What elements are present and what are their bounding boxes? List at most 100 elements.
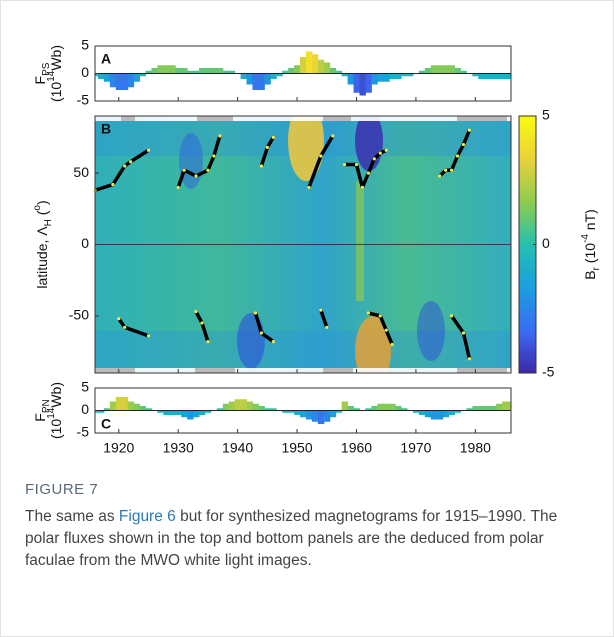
- colorbar-cell: [519, 175, 536, 181]
- panel-label: B: [101, 121, 111, 137]
- area-slice: [246, 73, 253, 85]
- area-slice: [294, 410, 301, 415]
- label-part: PS: [41, 62, 52, 76]
- area-slice: [454, 68, 461, 74]
- colorbar-cell: [519, 274, 536, 280]
- label-part: r: [591, 266, 602, 270]
- area-slice: [181, 410, 188, 418]
- caption-block: FIGURE 7 The same as Figure 6 but for sy…: [25, 481, 585, 572]
- faculae-point: [111, 182, 115, 187]
- label-part: F: [32, 76, 48, 85]
- area-slice: [97, 73, 105, 79]
- label-part: B: [582, 270, 598, 279]
- area-slice: [460, 70, 467, 74]
- faculae-point: [182, 168, 186, 172]
- area-slice: [472, 406, 479, 411]
- colorbar-cell: [519, 244, 536, 250]
- area-slice: [484, 73, 491, 79]
- area-slice: [145, 408, 152, 411]
- label-part: latitude, Λ: [34, 226, 50, 289]
- colorbar-cell: [519, 261, 536, 267]
- area-slice: [121, 73, 129, 90]
- caption-text: but for synthesized magnetograms for 191…: [25, 508, 558, 569]
- faculae-point: [129, 160, 133, 164]
- colorbar-cell: [519, 180, 536, 186]
- colorbar-cell: [519, 188, 536, 194]
- area-slice: [121, 397, 129, 411]
- area-slice: [246, 401, 253, 411]
- y-tick-label: -50: [69, 307, 89, 323]
- area-slice: [300, 410, 307, 418]
- area-slice: [127, 73, 135, 88]
- area-slice: [418, 70, 426, 74]
- colorbar-cell: [519, 240, 536, 245]
- x-tick-label: 1980: [460, 440, 491, 456]
- area-slice: [282, 70, 289, 74]
- area-slice: [175, 68, 182, 74]
- label-part: nT): [582, 209, 598, 234]
- faculae-point: [378, 151, 382, 155]
- faculae-point: [176, 185, 180, 189]
- faculae-point: [461, 331, 466, 335]
- area-slice: [169, 65, 176, 74]
- area-slice: [305, 51, 313, 74]
- y-tick-label: 0: [81, 401, 89, 417]
- area-slice: [97, 410, 105, 413]
- area-slice: [210, 68, 218, 74]
- colorbar-cell: [519, 334, 536, 340]
- colorbar-cell: [519, 253, 536, 258]
- area-slice: [359, 73, 366, 96]
- colorbar-cell: [519, 291, 536, 297]
- colorbar-cell: [519, 171, 536, 177]
- area-slice: [187, 70, 194, 74]
- area-slice: [454, 410, 461, 413]
- label-part: H: [43, 219, 54, 226]
- area-slice: [222, 70, 230, 74]
- area-slice: [323, 410, 331, 422]
- figure-label: FIGURE 7: [25, 481, 99, 498]
- area-slice: [204, 410, 212, 413]
- area-slice: [199, 410, 206, 415]
- colorbar-cell: [519, 201, 536, 207]
- area-slice: [496, 403, 503, 411]
- colorbar-tick-label: 5: [542, 107, 550, 123]
- area-slice: [377, 403, 384, 411]
- area-slice: [341, 401, 349, 411]
- area-slice: [139, 406, 147, 411]
- colorbar-cell: [519, 248, 536, 254]
- colorbar-cell: [519, 308, 536, 314]
- area-slice: [103, 408, 111, 411]
- colorbar-cell: [519, 235, 536, 241]
- area-slice: [401, 73, 408, 77]
- area-slice: [347, 406, 355, 411]
- area-slice: [329, 410, 337, 418]
- area-slice: [163, 65, 170, 74]
- faculae-point: [467, 357, 471, 361]
- area-slice: [341, 73, 349, 77]
- area-slice: [472, 73, 479, 77]
- y-tick-label: 0: [81, 235, 89, 251]
- colorbar-tick-label: -5: [542, 364, 555, 380]
- label-part: PN: [41, 399, 52, 413]
- heatmap-background: [95, 116, 511, 373]
- y-axis-label: FPS: [32, 62, 52, 84]
- colorbar-cell: [519, 300, 536, 305]
- area-slice: [377, 73, 384, 82]
- area-slice: [311, 410, 319, 422]
- area-slice: [95, 410, 99, 413]
- area-slice: [442, 65, 450, 74]
- area-slice: [133, 403, 141, 411]
- area-slice: [169, 410, 176, 415]
- colorbar-label: Br (10-4 nT): [580, 209, 602, 280]
- area-slice: [424, 68, 432, 74]
- caption-link[interactable]: Figure 6: [118, 508, 176, 525]
- area-slice: [335, 70, 343, 74]
- faculae-point: [366, 171, 370, 175]
- faculae-point: [438, 174, 442, 178]
- area-slice: [103, 73, 111, 82]
- label-part: -4: [580, 234, 591, 243]
- area-slice: [276, 73, 283, 77]
- faculae-point: [206, 339, 210, 344]
